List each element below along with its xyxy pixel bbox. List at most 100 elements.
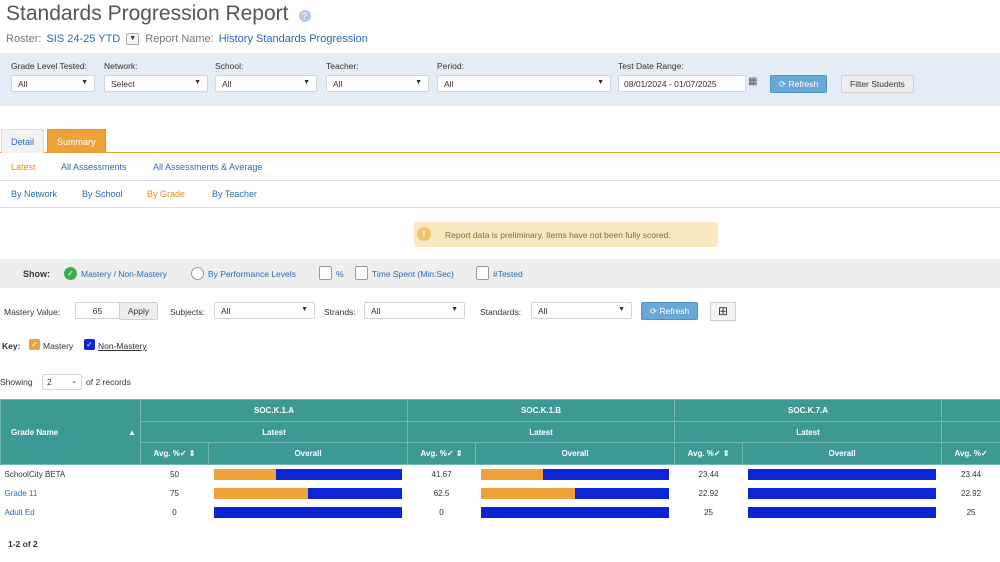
network-select[interactable]: Select ▼ [104,75,208,92]
mastery-bar[interactable] [481,506,670,518]
title-row: Standards Progression Report ? [6,2,311,26]
test-date-input[interactable]: 08/01/2024 - 01/07/2025 [618,75,746,92]
refresh-button[interactable]: ⟳ Refresh [770,75,828,93]
avg-header[interactable]: Avg. %✓ ⇕ [674,442,744,465]
view-tabs: Detail Summary [0,127,1000,153]
time-spent-option-label[interactable]: Time Spent (Min:Sec) [372,269,454,279]
tab-by-teacher[interactable]: By Teacher [212,189,257,199]
avg-cell: 62.5 [433,488,450,498]
tab-by-grade[interactable]: By Grade [147,189,186,199]
mastery-bar[interactable] [748,468,937,480]
latest-header: Latest [674,421,943,443]
chevron-down-icon: ▼ [451,306,458,313]
time-spent-checkbox[interactable] [355,266,368,280]
tab-by-school[interactable]: By School [82,189,123,199]
non-mastery-segment [543,468,669,480]
school-select[interactable]: All ▼ [215,75,317,92]
subjects-select[interactable]: All ▼ [214,302,315,319]
column-chooser-icon[interactable]: ⊞ [710,302,736,321]
mastery-bar[interactable] [748,506,937,518]
sort-icon: ⇕ [722,449,730,458]
tested-checkbox[interactable] [476,266,489,280]
refresh-icon: ⟳ [650,306,658,316]
overall-header: Overall [475,442,676,465]
mastery-option-label[interactable]: Mastery / Non-Mastery [81,269,167,279]
grade-level-select[interactable]: All ▼ [11,75,95,92]
non-mastery-segment [276,468,402,480]
checkmark-icon: ✓ [446,449,454,458]
test-date-label: Test Date Range: [618,61,684,71]
non-mastery-key-label: Non-Mastery [98,341,147,351]
percent-option-label[interactable]: % [336,269,344,279]
report-name-label: Report Name: [145,33,214,45]
mastery-bar[interactable] [214,468,402,480]
non-mastery-segment [481,506,670,518]
mastery-segment [214,468,277,480]
performance-option-label[interactable]: By Performance Levels [208,269,296,279]
period-label: Period: [437,61,464,71]
mastery-key-checkbox[interactable]: ✓ [29,339,40,350]
refresh-icon: ⟳ [779,79,787,89]
standards-table: Grade Name ▲ SOC.K.1.A SOC.K.1.B SOC.K.7.… [0,399,1000,522]
help-icon[interactable]: ? [298,9,311,22]
mastery-bar[interactable] [481,487,670,499]
latest-header: Latest [139,421,409,443]
mastery-bar[interactable] [748,487,937,499]
avg-header[interactable]: Avg. %✓ ⇕ [140,442,209,465]
grade-name-header[interactable]: Grade Name ▲ [0,399,141,465]
avg-cell: 41.67 [431,469,452,479]
mastery-bar[interactable] [481,468,669,480]
grade-name-cell[interactable]: Adult Ed [4,507,35,517]
chevron-down-icon: ▼ [597,79,604,86]
mastery-radio[interactable]: ✓ [64,267,77,280]
tab-by-network[interactable]: By Network [11,189,58,199]
mastery-value-input[interactable]: 65 [75,302,120,319]
mastery-segment [481,487,576,499]
avg-cell: 75 [170,488,179,498]
table-row: Adult Ed 0 0 25 25 [1,503,1000,522]
grade-name-cell[interactable]: Grade 11 [4,488,38,498]
tab-all-assessments-average[interactable]: All Assessments & Average [153,162,263,172]
checkmark-icon: ✓ [713,449,721,458]
percent-checkbox[interactable] [319,266,332,280]
tab-detail[interactable]: Detail [1,129,45,153]
apply-button[interactable]: Apply [119,302,158,320]
mastery-bar[interactable] [214,506,402,518]
standard-header: SOC.K.7.A [674,399,943,422]
tab-summary[interactable]: Summary [47,129,106,153]
teacher-select[interactable]: All ▼ [326,75,429,92]
roster-dropdown-icon[interactable]: ▼ [126,33,140,45]
filter-students-button[interactable]: Filter Students [841,75,914,93]
performance-radio[interactable] [191,267,204,280]
strands-select[interactable]: All ▼ [364,302,465,319]
avg-cell: 23.44 [698,469,719,479]
chevron-down-icon: ▼ [303,79,310,86]
roster-value[interactable]: SIS 24-25 YTD [46,33,121,45]
mastery-key-label: Mastery [43,341,74,351]
mastery-value-label: Mastery Value: [4,307,61,317]
chevron-down-icon: ▼ [301,306,308,313]
grouping-tabs: By Network By School By Grade By Teacher [0,181,1000,208]
overall-bar-cell [743,465,942,484]
calendar-icon[interactable]: ▦ [748,76,758,87]
page-size-select[interactable]: 2 ⌄ [42,374,82,390]
tab-all-assessments[interactable]: All Assessments [61,162,127,172]
avg-header[interactable]: Avg. %✓ [941,442,1000,465]
avg-cell: 25 [966,507,976,517]
report-name-value[interactable]: History Standards Progression [218,33,368,45]
period-select[interactable]: All ▼ [437,75,611,92]
sort-asc-icon: ▲ [128,427,136,437]
chevron-down-icon: ▼ [194,79,201,86]
key-label: Key: [2,341,21,351]
standards-select[interactable]: All ▼ [531,302,632,319]
mastery-bar[interactable] [214,487,402,499]
tab-latest[interactable]: Latest [11,162,36,172]
tested-option-label[interactable]: #Tested [493,269,523,279]
latest-header-overflow [941,421,1000,443]
overall-bar-cell [476,465,675,484]
overall-header: Overall [207,442,409,465]
params-refresh-button[interactable]: ⟳ Refresh [641,302,699,320]
overall-bar-cell [476,503,675,522]
non-mastery-key-checkbox[interactable]: ✓ [84,339,95,350]
avg-header[interactable]: Avg. %✓ ⇕ [407,442,477,465]
